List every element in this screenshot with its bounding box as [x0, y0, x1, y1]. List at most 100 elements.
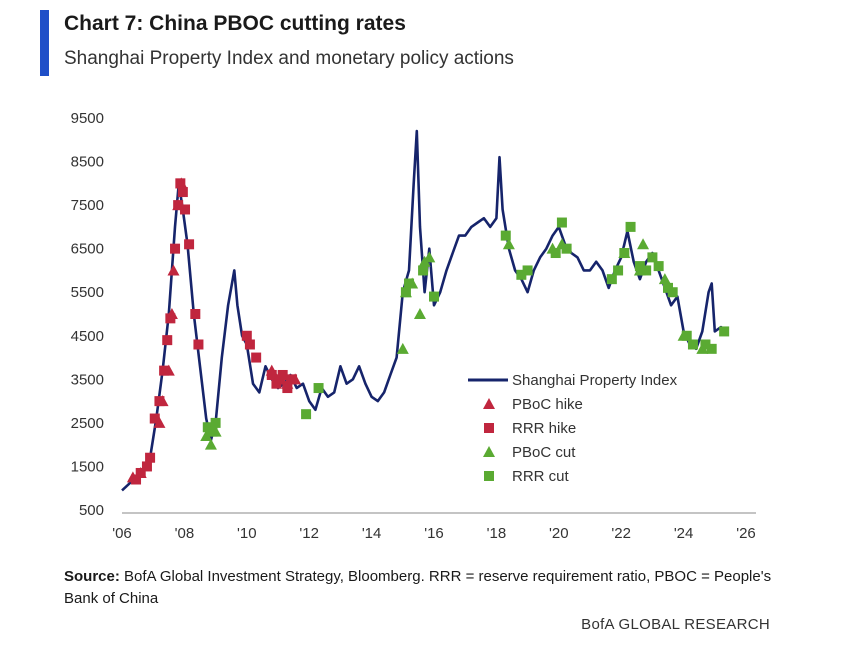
y-tick-label: 6500 — [71, 241, 104, 258]
y-tick-label: 2500 — [71, 415, 104, 432]
marker-rrr-cut — [706, 343, 717, 354]
marker-rrr-cut — [625, 221, 636, 232]
plot-area — [121, 129, 730, 492]
marker-rrr-cut — [634, 261, 645, 272]
legend-label: RRR cut — [512, 468, 570, 485]
marker-rrr-hike — [241, 330, 252, 341]
marker-rrr-cut — [313, 383, 324, 394]
legend-label: Shanghai Property Index — [512, 372, 678, 389]
marker-rrr-hike — [145, 452, 156, 463]
y-tick-label: 500 — [79, 502, 104, 519]
x-axis: '06 '08 '10 '12 '14 '16 '18 '20 '22 '24 '26 — [112, 525, 756, 542]
marker-rrr-cut — [681, 330, 692, 341]
x-tick-label: '10 — [237, 525, 257, 542]
y-axis: 500 1500 2500 3500 4500 5500 6500 7500 8500 9500 — [71, 110, 104, 519]
legend-swatch-marker — [483, 446, 495, 457]
marker-rrr-hike — [190, 309, 201, 319]
legend: Shanghai Property Index PBoC hike RRR hike… — [468, 372, 678, 485]
legend-label: RRR hike — [512, 420, 576, 437]
title-accent-bar — [40, 10, 49, 76]
marker-rrr-cut — [301, 409, 312, 420]
marker-rrr-cut — [719, 326, 730, 337]
marker-rrr-hike — [266, 369, 277, 380]
marker-rrr-hike — [162, 335, 173, 346]
marker-rrr-cut — [516, 269, 527, 280]
marker-rrr-hike — [177, 187, 188, 198]
marker-rrr-cut — [500, 230, 511, 241]
marker-pboc-cut — [204, 438, 217, 450]
marker-rrr-hike — [131, 474, 142, 485]
legend-swatch-marker — [484, 423, 494, 433]
marker-rrr-hike — [175, 178, 186, 189]
marker-pboc-hike — [167, 264, 180, 276]
marker-rrr-cut — [641, 265, 652, 276]
marker-pboc-cut — [200, 429, 213, 441]
marker-rrr-cut — [613, 265, 624, 276]
marker-pboc-cut — [413, 308, 426, 319]
marker-rrr-hike — [193, 339, 204, 350]
marker-rrr-cut — [561, 243, 572, 254]
marker-rrr-cut — [606, 274, 617, 285]
marker-rrr-cut — [207, 426, 218, 437]
marker-rrr-cut — [619, 248, 630, 259]
marker-rrr-hike — [159, 365, 170, 376]
x-tick-label: '18 — [487, 525, 507, 542]
marker-rrr-hike — [277, 369, 288, 380]
marker-rrr-cut — [418, 265, 429, 276]
legend-label: PBoC hike — [512, 396, 583, 413]
marker-rrr-cut — [653, 261, 664, 272]
marker-rrr-cut — [400, 287, 411, 298]
marker-rrr-hike — [184, 239, 195, 250]
x-tick-label: '16 — [424, 525, 444, 542]
brand-label: BofA GLOBAL RESEARCH — [581, 616, 770, 633]
marker-pboc-cut — [396, 342, 409, 354]
x-tick-label: '24 — [674, 525, 694, 542]
legend-label: PBoC cut — [512, 444, 576, 461]
x-tick-label: '12 — [299, 525, 319, 542]
marker-rrr-cut — [667, 287, 678, 298]
y-tick-label: 7500 — [71, 197, 104, 214]
source-text: BofA Global Investment Strategy, Bloombe… — [64, 568, 772, 607]
legend-swatch-marker — [483, 398, 495, 409]
x-tick-label: '06 — [112, 525, 132, 542]
marker-rrr-hike — [165, 313, 176, 324]
marker-rrr-hike — [141, 461, 152, 472]
x-tick-label: '26 — [736, 525, 756, 542]
marker-pboc-cut — [658, 273, 671, 285]
y-tick-label: 4500 — [71, 328, 104, 345]
x-tick-label: '22 — [611, 525, 631, 542]
source-label: Source: — [64, 568, 120, 585]
source-note: Source: BofA Global Investment Strategy,… — [64, 566, 784, 610]
marker-rrr-hike — [149, 413, 160, 424]
x-tick-label: '20 — [549, 525, 569, 542]
y-tick-label: 9500 — [71, 110, 104, 127]
marker-rrr-cut — [700, 339, 711, 350]
marker-rrr-cut — [522, 265, 533, 276]
marker-rrr-hike — [244, 339, 255, 350]
marker-rrr-hike — [154, 396, 165, 407]
y-tick-label: 1500 — [71, 458, 104, 475]
marker-rrr-cut — [210, 417, 221, 428]
legend-swatch-marker — [484, 471, 494, 481]
marker-pboc-cut — [423, 251, 436, 263]
marker-pboc-cut — [502, 238, 515, 250]
marker-pboc-cut — [637, 238, 650, 250]
marker-rrr-cut — [404, 278, 415, 289]
marker-rrr-hike — [287, 374, 298, 385]
marker-rrr-hike — [170, 243, 181, 254]
chart-title: Chart 7: China PBOC cutting rates — [64, 12, 406, 35]
marker-rrr-hike — [135, 467, 146, 478]
marker-rrr-cut — [550, 248, 561, 259]
marker-rrr-cut — [556, 217, 567, 228]
marker-rrr-hike — [173, 200, 184, 211]
marker-rrr-cut — [687, 339, 698, 350]
marker-rrr-hike — [282, 383, 293, 394]
chart-subtitle: Shanghai Property Index and monetary pol… — [64, 48, 514, 69]
marker-rrr-hike — [251, 352, 262, 363]
y-tick-label: 3500 — [71, 371, 104, 388]
marker-rrr-hike — [180, 204, 191, 215]
y-tick-label: 5500 — [71, 284, 104, 301]
x-tick-label: '14 — [362, 525, 382, 542]
marker-rrr-cut — [429, 291, 439, 302]
